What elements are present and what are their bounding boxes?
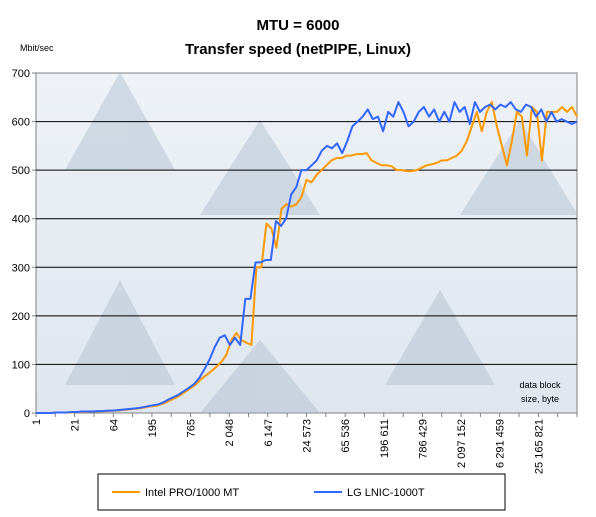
x-tick-label: 196 611 [379,419,391,458]
x-tick-label: 195 [147,419,159,437]
x-ticks: 1 21 64 195 765 2 048 6 147 24 573 65 536 196 611… [31,413,578,474]
legend-label-lg: LG LNIC-1000T [347,487,425,499]
series-lines [36,101,578,414]
x-tick-label: 64 [108,419,120,431]
x-tick-label: 2 097 152 [456,419,468,468]
y-tick-label: 100 [12,359,30,371]
y-tick-label: 600 [12,117,30,129]
watermark-triangle [200,120,320,215]
plot-area [35,72,578,414]
watermark-triangle [65,280,175,385]
legend [97,473,506,511]
y-tick-label: 400 [12,214,30,226]
y-axis-label: Mbit/sec [20,43,54,53]
watermark [65,72,578,413]
x-tick-label: 1 [31,419,43,425]
x-axis-label-line1: data block [519,380,561,390]
watermark-triangle [200,340,320,413]
x-tick-label: 6 291 459 [495,419,507,468]
y-tick-label: 500 [12,165,30,177]
y-tick-label: 0 [24,408,30,420]
chart-subtitle: Transfer speed (netPIPE, Linux) [185,41,411,58]
x-axis-label-line2: size, byte [521,394,559,404]
x-tick-label: 24 573 [302,419,314,453]
y-tick-label: 200 [12,311,30,323]
y-tick-label: 700 [12,68,30,80]
series-line-lg [36,101,578,414]
x-tick-label: 765 [186,419,198,437]
x-tick-label: 21 [70,419,82,431]
y-ticks: 0 100 200 300 400 500 600 700 [12,68,36,420]
x-tick-label: 25 165 821 [533,419,545,474]
legend-label-intel: Intel PRO/1000 MT [145,487,239,499]
y-tick-label: 300 [12,262,30,274]
watermark-triangle [460,120,578,215]
x-tick-label: 786 429 [417,419,429,459]
watermark-triangle [65,72,175,170]
chart-title: MTU = 6000 [257,17,340,34]
watermark-triangle [385,290,495,385]
x-tick-label: 2 048 [224,419,236,447]
x-tick-label: 6 147 [263,419,275,447]
x-tick-label: 65 536 [340,419,352,453]
